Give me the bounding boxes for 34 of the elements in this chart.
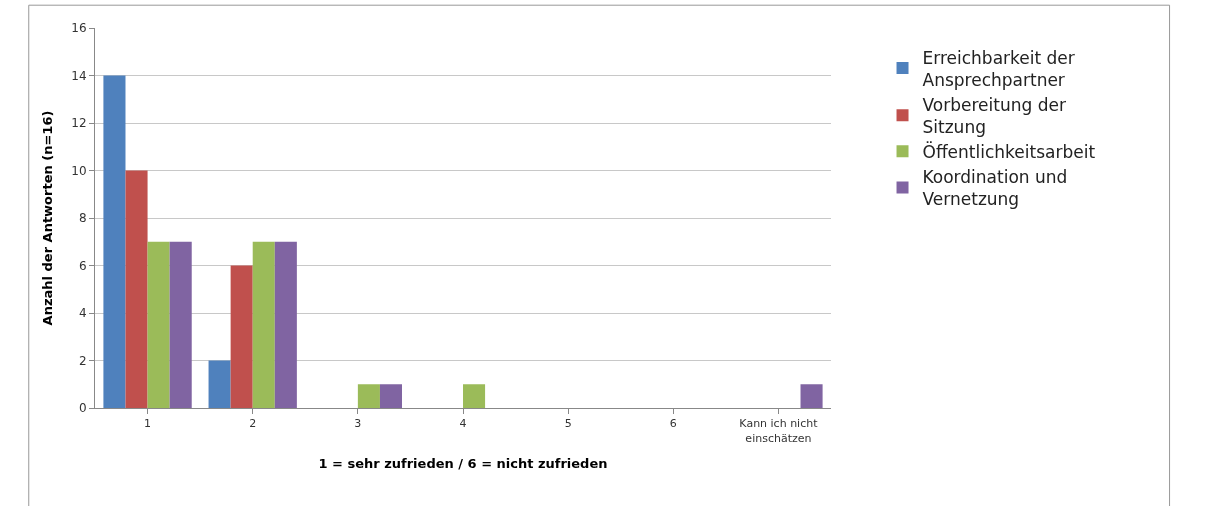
legend-label: Koordination und Vernetzung — [922, 167, 1068, 210]
y-tick-label: 8 — [78, 211, 87, 226]
bar — [357, 384, 380, 408]
y-axis-title: Anzahl der Antworten (n=16) — [40, 110, 56, 326]
x-tick-label: 4 — [459, 417, 467, 431]
bar — [103, 75, 126, 408]
y-tick-label: 16 — [71, 21, 87, 36]
bar — [125, 170, 148, 408]
bar — [252, 241, 275, 408]
x-tick-label: 1 — [144, 417, 152, 431]
x-axis-title: 1 = sehr zufrieden / 6 = nicht zufrieden — [318, 456, 608, 472]
legend-label: Erreichbarkeit der Ansprechpartner — [922, 47, 1075, 90]
legend-label: Öffentlichkeitsarbeit — [922, 140, 1096, 162]
bar — [379, 384, 403, 408]
bar — [463, 384, 486, 408]
x-tick-label: 5 — [564, 417, 572, 431]
legend-label: Vorbereitung der Sitzung — [922, 94, 1066, 137]
bar — [230, 265, 253, 408]
y-tick-label: 14 — [71, 68, 87, 83]
bar — [147, 241, 170, 408]
y-tick-label: 10 — [71, 163, 87, 178]
bar — [800, 384, 823, 408]
bar — [169, 241, 192, 408]
y-tick-label: 0 — [78, 401, 87, 416]
y-tick-label: 4 — [78, 306, 87, 321]
bar — [208, 360, 231, 408]
x-tick-label: Kann ich nicht einschätzen — [739, 417, 819, 445]
x-tick-label: 6 — [669, 417, 677, 431]
y-tick-label: 6 — [78, 258, 87, 273]
x-tick-label: 2 — [249, 417, 257, 431]
bar — [274, 241, 297, 408]
y-tick-label: 12 — [71, 116, 87, 131]
y-tick-label: 2 — [78, 353, 87, 368]
x-tick-label: 3 — [354, 417, 362, 431]
